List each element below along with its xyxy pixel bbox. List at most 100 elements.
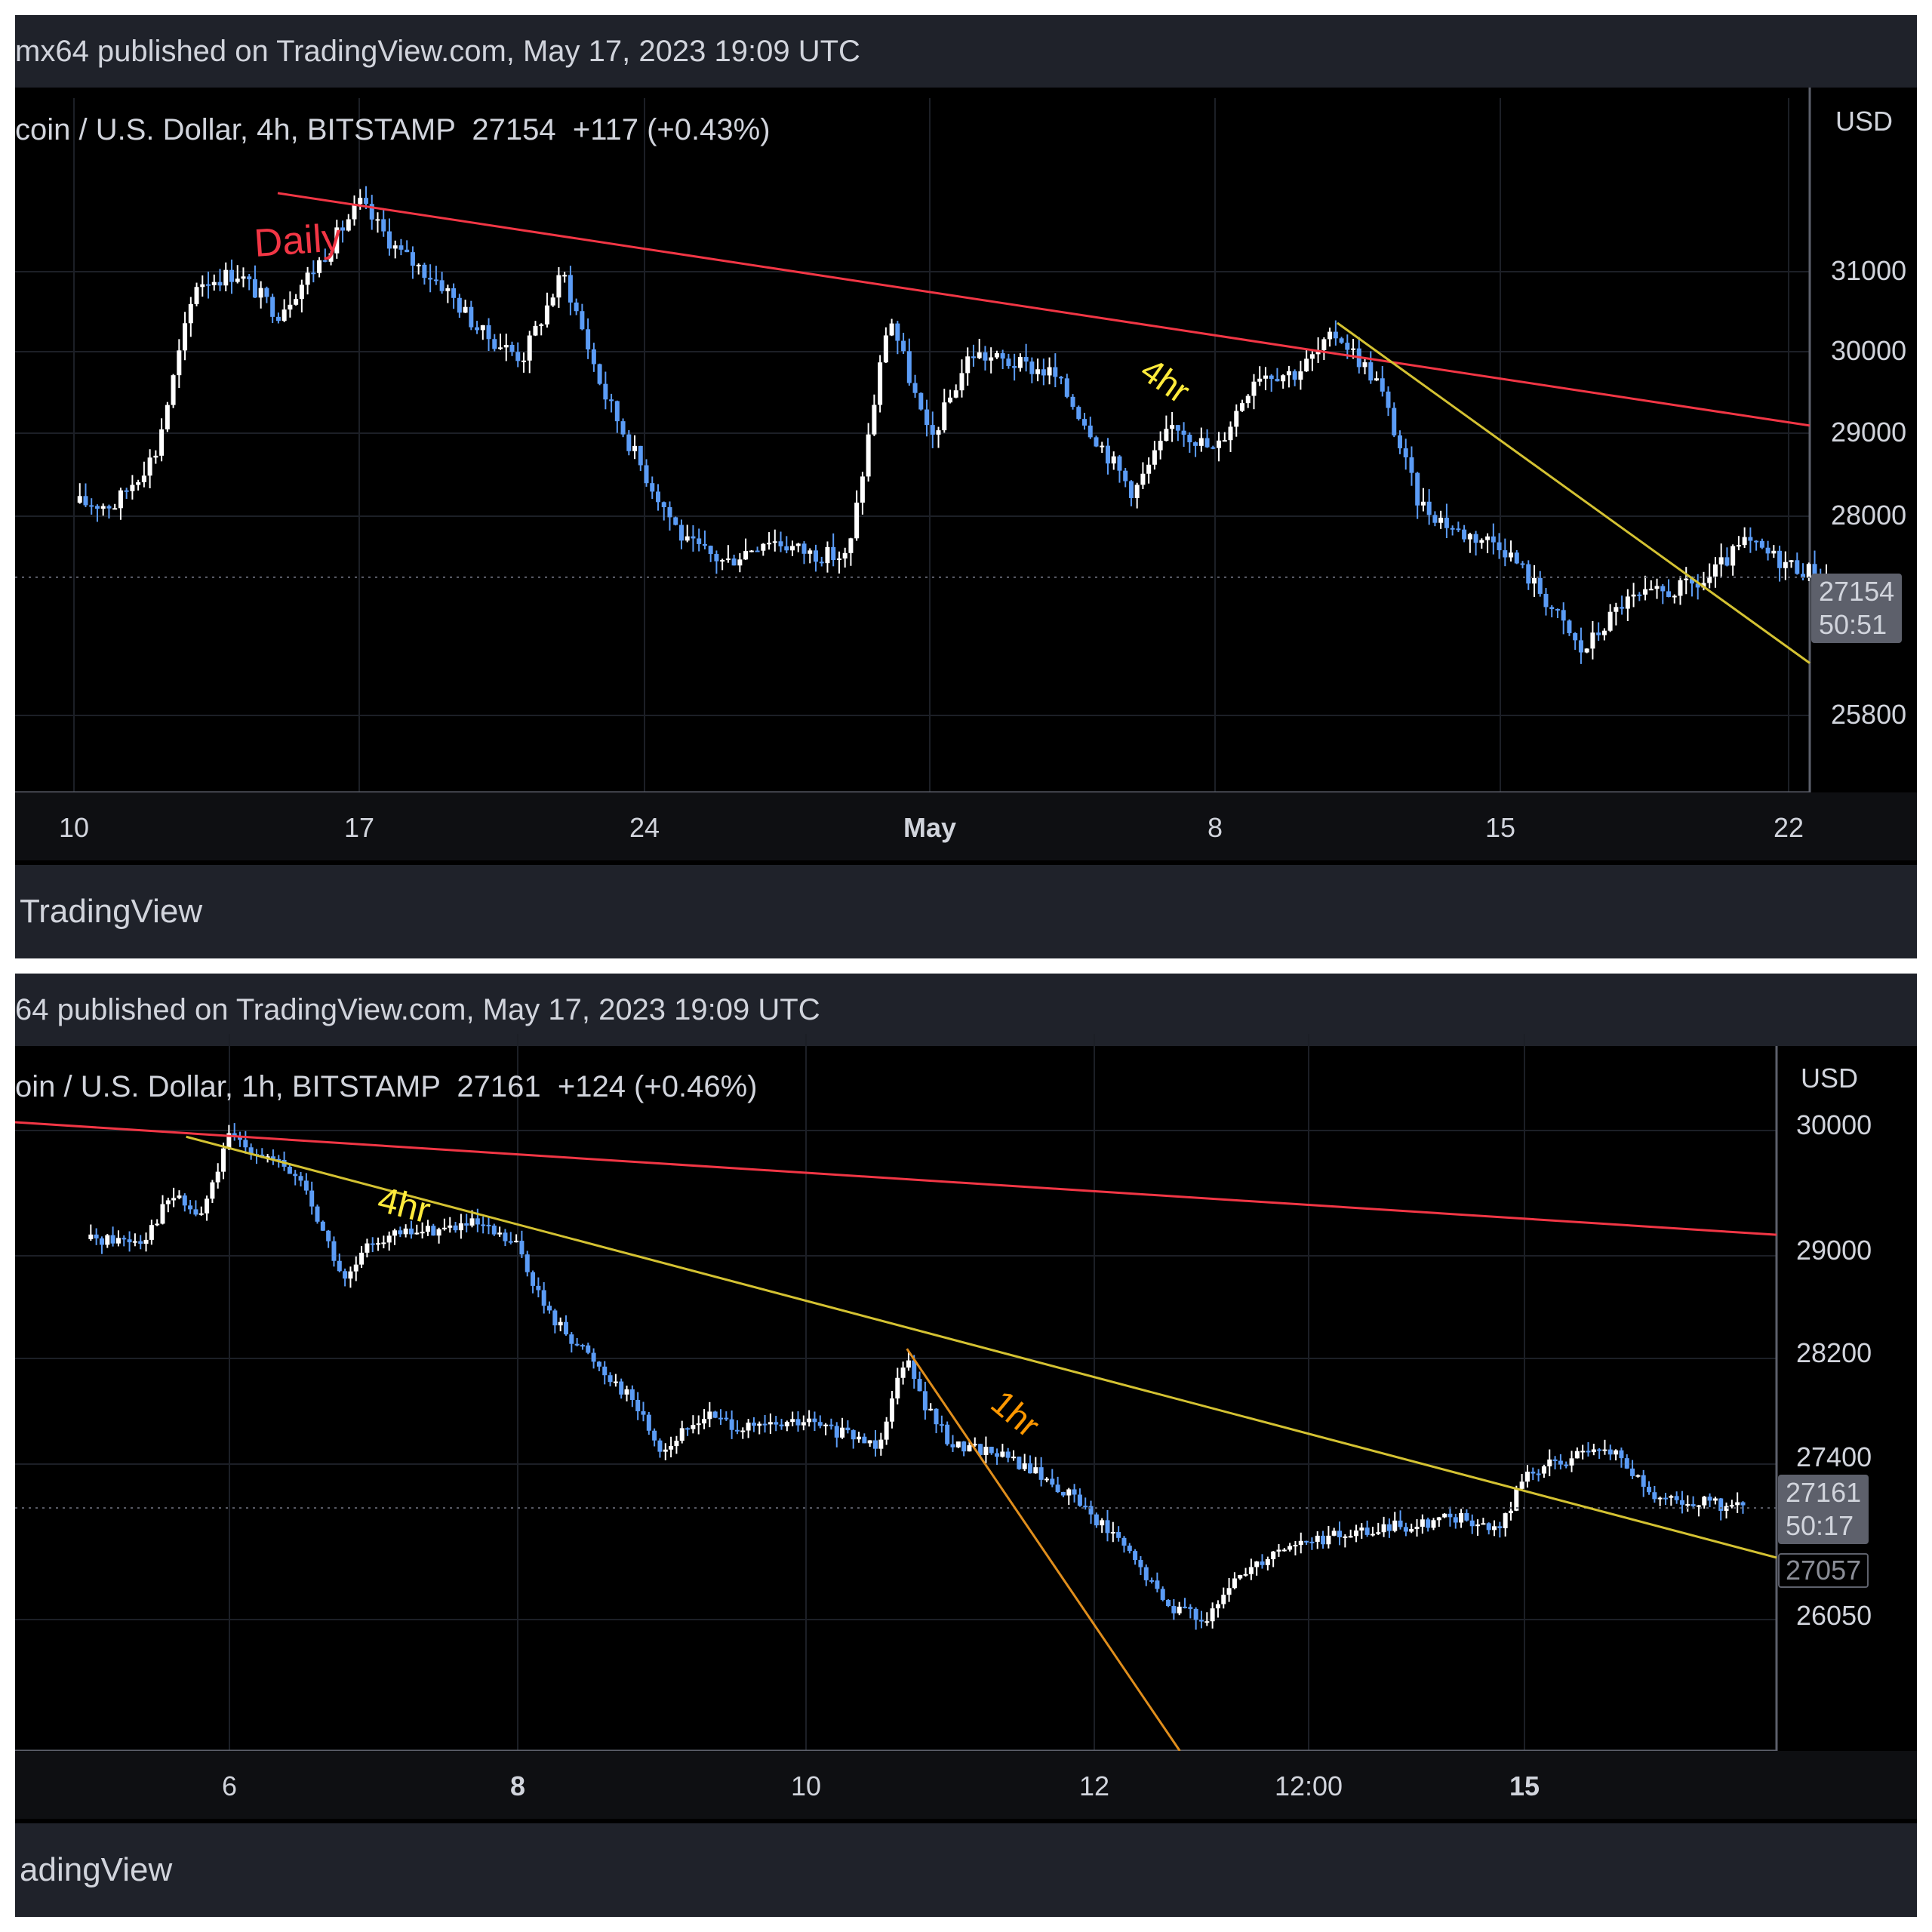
chart-canvas-4h[interactable]: Daily 4hr [15, 15, 1917, 958]
candle-body [1684, 578, 1689, 580]
candle-body [1105, 1520, 1110, 1534]
candle-body [1456, 528, 1461, 531]
candle-body [1464, 1512, 1469, 1521]
candle-body [1414, 1527, 1420, 1530]
candle-body [1497, 1526, 1503, 1528]
candle-body [264, 288, 269, 297]
candle-body [1076, 407, 1081, 420]
candle-body [746, 1423, 751, 1431]
time-axis[interactable] [15, 792, 1917, 860]
candle-body [862, 1436, 867, 1444]
candle-body [1281, 1549, 1287, 1552]
candle-body [1345, 343, 1350, 350]
candle-body [1759, 540, 1764, 548]
currency-label: USD [1835, 106, 1894, 137]
candle-body [1508, 1510, 1513, 1514]
candle-body [100, 506, 106, 509]
last-price-badge: 27161 50:17 [1778, 1475, 1869, 1544]
candle-body [453, 1225, 458, 1231]
candle-body [778, 541, 783, 546]
candle-body [1309, 354, 1315, 359]
candle-body [414, 1232, 420, 1235]
candle-body [550, 297, 555, 306]
candle-body [961, 1441, 967, 1452]
candle-body [784, 546, 789, 551]
candle-body [1127, 1546, 1132, 1552]
candle-body [1403, 1527, 1408, 1532]
candle-body [884, 1421, 889, 1440]
candle-body [685, 1428, 691, 1430]
publish-header-text: mx64 published on TradingView.com, May 1… [15, 35, 860, 68]
candle-body [767, 543, 772, 545]
candle-body [1248, 1567, 1254, 1574]
candle-body [299, 285, 304, 300]
candle-body [718, 1417, 723, 1420]
candle-body [708, 546, 713, 555]
candle-body [965, 356, 971, 374]
candle-body [1674, 1496, 1679, 1500]
candle-body [989, 357, 994, 361]
candle-body [1029, 361, 1035, 374]
time-axis[interactable] [15, 1751, 1917, 1819]
candle-body [1351, 348, 1356, 350]
candle-body [160, 1204, 165, 1224]
candle-body [772, 541, 777, 543]
candle-body [743, 551, 749, 560]
candle-body [609, 399, 614, 401]
candle-body [320, 1221, 325, 1231]
candle-body [1348, 1536, 1353, 1538]
candle-body [275, 316, 281, 321]
candle-body [1795, 560, 1800, 574]
candle-body [365, 1243, 370, 1253]
candle-body [1033, 1467, 1038, 1474]
candle-body [527, 335, 532, 361]
candle-body [381, 1242, 386, 1244]
candle-body [1053, 367, 1058, 377]
candle-body [1740, 1502, 1746, 1506]
candle-body [1140, 473, 1146, 485]
candle-body [872, 1440, 878, 1449]
candle-body [1765, 547, 1770, 554]
candle-body [1730, 546, 1736, 566]
chart-canvas-1h[interactable]: 4hr 1hr [15, 974, 1917, 1917]
candle-body [829, 1424, 834, 1426]
candle-body [525, 1254, 530, 1272]
candle-body [724, 1417, 729, 1420]
candle-body [1047, 367, 1052, 376]
trendline-1hr [906, 1348, 1181, 1752]
candle-body [1777, 550, 1783, 568]
candle-body [978, 1444, 983, 1455]
candle-body [953, 390, 958, 398]
candle-body [1064, 378, 1069, 397]
candle-body [1146, 464, 1152, 474]
candle-body [613, 1381, 618, 1383]
candle-body [1754, 540, 1759, 543]
candle-body [1549, 607, 1555, 609]
candle-body [515, 352, 521, 361]
candle-body [315, 1206, 320, 1222]
candle-body [1736, 545, 1741, 547]
candle-body [223, 269, 229, 286]
candle-body [1152, 450, 1157, 465]
candle-body [241, 276, 246, 279]
candle-body [761, 543, 766, 551]
candle-body [83, 496, 88, 506]
candle-body [674, 1441, 679, 1447]
candle-body [895, 1377, 900, 1399]
candle-body [691, 1425, 696, 1429]
candle-body [293, 1174, 298, 1177]
candle-body [322, 260, 328, 262]
candle-body [1679, 1500, 1684, 1505]
candle-body [217, 281, 223, 286]
candle-body [685, 536, 690, 541]
candle-body [635, 1399, 641, 1411]
candle-body [1012, 365, 1017, 368]
candle-body [840, 1427, 845, 1438]
candle-body [1234, 411, 1239, 427]
candle-body [1614, 1450, 1619, 1455]
candle-body [132, 1241, 137, 1243]
candle-body [1304, 358, 1309, 372]
candle-body [848, 538, 854, 553]
candle-body [497, 1232, 503, 1235]
candle-body [1580, 1451, 1586, 1453]
